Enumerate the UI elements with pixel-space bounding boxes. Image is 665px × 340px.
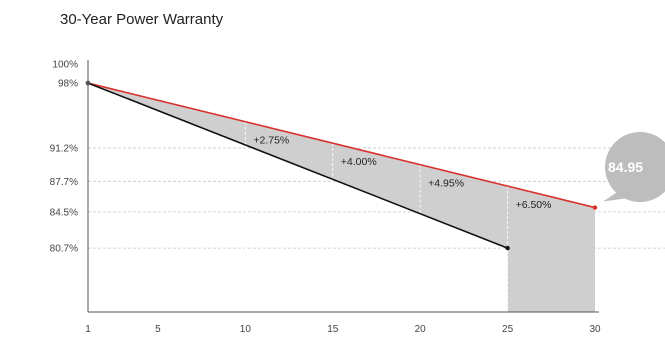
x-tick-label: 25: [502, 324, 514, 335]
y-tick-label: 87.7%: [50, 177, 78, 188]
series-endpoint: [592, 205, 598, 210]
x-tick-label: 30: [589, 324, 601, 335]
x-tick-label: 5: [155, 324, 161, 335]
x-tick-label: 1: [85, 324, 91, 335]
gap-label: +4.95%: [428, 178, 464, 190]
x-tick-label: 15: [327, 324, 339, 335]
x-tick-label: 10: [240, 324, 252, 335]
gap-label: +6.50%: [516, 199, 552, 211]
guaranteed-line: [87, 82, 596, 209]
y-tick-label: 80.7%: [50, 244, 78, 255]
series-start-point: [85, 80, 91, 86]
gap-label: +2.75%: [253, 135, 289, 147]
y-tick-label: 98%: [58, 79, 78, 90]
y-tick-label: 84.5%: [50, 207, 78, 218]
x-tick-label: 20: [415, 324, 427, 335]
industry-line: [87, 82, 508, 249]
plot-area: 100%98%91.2%87.7%84.5%80.7%1 5 10 15 20 25 30+…: [50, 60, 665, 335]
callout-value: 84.95: [608, 159, 643, 175]
gap-label: +4.00%: [341, 156, 377, 168]
y-tick-label: 100%: [52, 60, 78, 71]
chart-title: 30-Year Power Warranty: [60, 11, 224, 28]
callout-bubble: [605, 132, 665, 202]
y-tick-label: 91.2%: [50, 143, 78, 154]
series-endpoint: [505, 245, 510, 251]
gap-area: [88, 83, 595, 312]
